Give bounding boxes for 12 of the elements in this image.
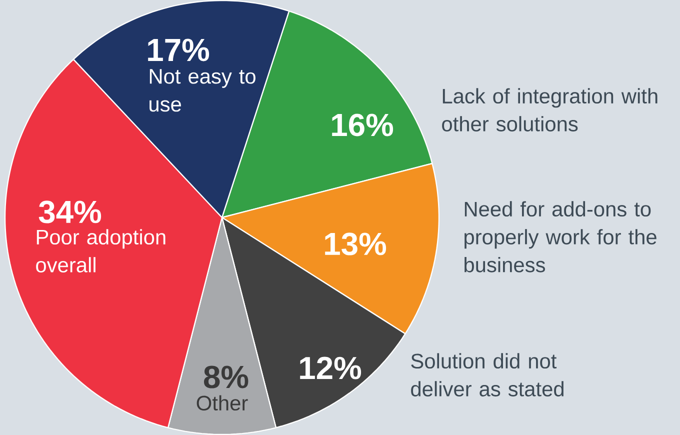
slice-label: Solution did not deliver as stated bbox=[411, 353, 564, 396]
slice-label: Not easy to use bbox=[150, 69, 256, 112]
data-label: 34% bbox=[38, 200, 102, 224]
slice-label: Need for add-ons to properly work for the business bbox=[464, 201, 656, 272]
slice-label: Lack of integration with other solutions bbox=[442, 88, 658, 132]
data-label: 12% bbox=[300, 356, 362, 380]
data-label: 13% bbox=[325, 232, 386, 256]
slice-label: Other bbox=[196, 395, 248, 411]
data-label: 16% bbox=[332, 114, 394, 136]
data-label: 17% bbox=[148, 38, 210, 62]
slice-label: Poor adoption overall bbox=[36, 229, 166, 272]
data-label: 8% bbox=[204, 366, 248, 388]
